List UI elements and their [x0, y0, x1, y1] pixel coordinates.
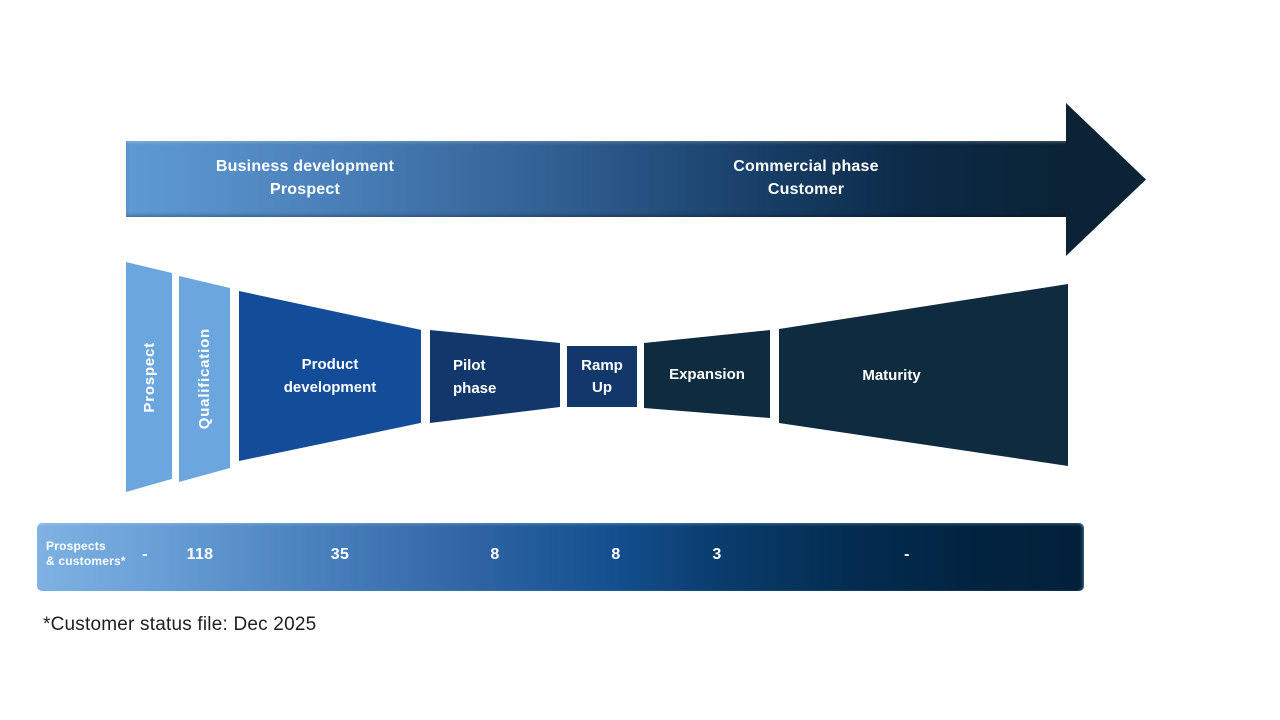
- banner-arrowhead: [1066, 103, 1146, 256]
- banner-right-title: Commercial phase: [733, 158, 879, 175]
- counts-bar: [37, 523, 1084, 591]
- banner-left-title: Business development: [215, 158, 395, 175]
- count-value-ramp-up: 8: [611, 546, 621, 563]
- count-value-maturity: -: [904, 546, 910, 563]
- stage-prospect-label: Prospect: [140, 341, 158, 413]
- count-value-pilot-phase: 8: [490, 546, 500, 563]
- stage-product-development: Product development: [239, 291, 421, 461]
- stage-qualification: Qualification: [179, 276, 230, 482]
- banner-left-text: Business development Prospect: [115, 155, 495, 201]
- stage-prospect: Prospect: [126, 262, 172, 492]
- stage-pilot-phase-label-line1: Pilot: [453, 356, 486, 374]
- phase-banner: [126, 141, 1067, 217]
- stage-maturity: Maturity: [779, 284, 1068, 466]
- count-value-prospect: -: [142, 546, 148, 563]
- stage-product-development-label-line2: development: [283, 379, 377, 396]
- stage-maturity-label: Maturity: [862, 366, 921, 384]
- footnote: *Customer status file: Dec 2025: [43, 614, 317, 635]
- counts-row-label-line1: Prospects: [46, 539, 106, 553]
- stage-ramp-up-label-line2: Up: [592, 378, 612, 396]
- stage-product-development-label-line1: Product: [301, 356, 359, 373]
- stage-pilot-phase: Pilot phase: [430, 330, 560, 423]
- count-value-expansion: 3: [712, 546, 722, 563]
- banner-right-text: Commercial phase Customer: [616, 155, 996, 201]
- banner-left-subtitle: Prospect: [269, 181, 341, 198]
- stage-qualification-label: Qualification: [196, 328, 213, 430]
- counts-row-label-line2: & customers*: [46, 554, 126, 568]
- stage-pilot-phase-label-line2: phase: [453, 379, 497, 397]
- stage-expansion: Expansion: [644, 330, 770, 418]
- banner-right-subtitle: Customer: [767, 181, 845, 198]
- count-value-qualification: 118: [186, 546, 214, 563]
- count-value-product-development: 35: [330, 546, 350, 563]
- stage-ramp-up-label-line1: Ramp: [581, 356, 623, 374]
- counts-row-label: Prospects & customers*: [46, 539, 126, 569]
- stage-expansion-label: Expansion: [669, 365, 745, 383]
- stage-ramp-up: Ramp Up: [567, 346, 637, 407]
